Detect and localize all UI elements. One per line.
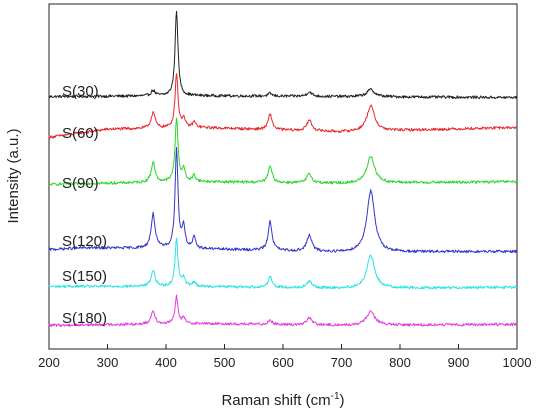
spectrum-line [48, 237, 518, 290]
spectrum-line [48, 73, 518, 140]
series-label: S(150) [62, 268, 107, 285]
series-label: S(30) [62, 83, 99, 100]
y-axis-title: Intensity (a.u.) [5, 128, 22, 223]
x-tick-label: 900 [448, 355, 470, 370]
x-tick-label: 200 [38, 355, 60, 370]
series-label: S(180) [62, 310, 107, 327]
x-tick-label: 700 [331, 355, 353, 370]
x-axis-title: Raman shift (cm-1) [221, 391, 344, 409]
x-tick-label: 300 [97, 355, 119, 370]
plot-frame [48, 3, 518, 350]
x-tick-label: 800 [389, 355, 411, 370]
x-tick-label: 1000 [503, 355, 532, 370]
spectrum-line [48, 10, 518, 100]
x-tick-label: 400 [155, 355, 177, 370]
series-label: S(90) [62, 175, 99, 192]
spectrum-line [48, 146, 518, 254]
x-tick-label: 500 [214, 355, 236, 370]
series-label: S(60) [62, 125, 99, 142]
x-tick-label: 600 [272, 355, 294, 370]
spectrum-line [48, 294, 518, 327]
x-axis-ticks: 200 300 400 500 600 700 800 900 1000 [38, 344, 531, 370]
spectra-group [48, 10, 518, 327]
series-labels: S(30) S(60) S(90) S(120) S(150) S(180) [62, 83, 107, 327]
series-label: S(120) [62, 233, 107, 250]
spectrum-line [48, 117, 518, 186]
